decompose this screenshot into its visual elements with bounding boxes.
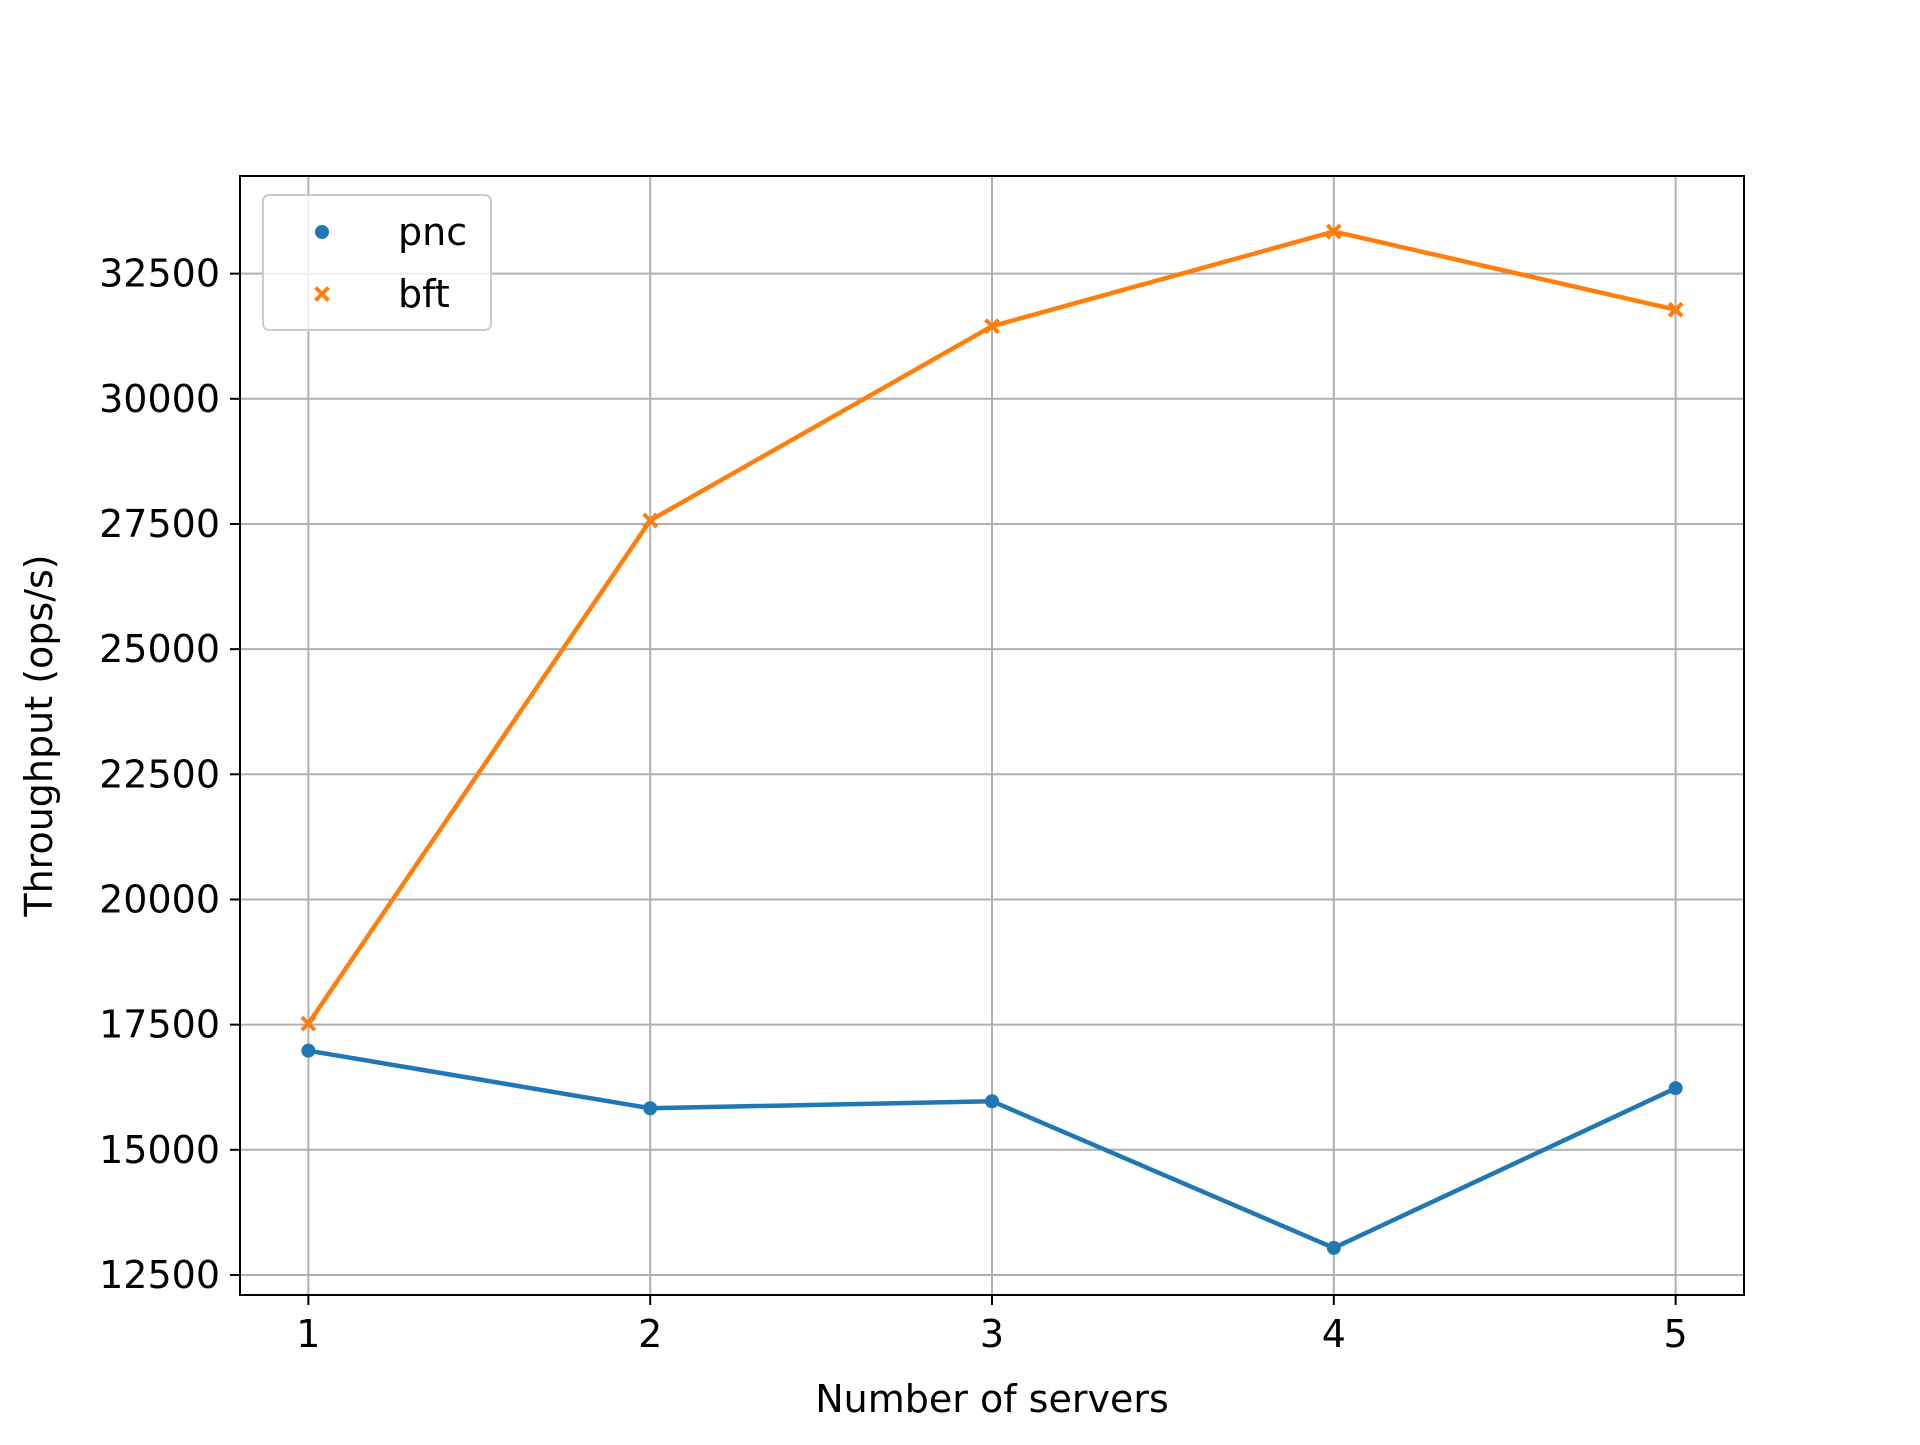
bft-data-point xyxy=(300,1015,317,1032)
x-marker-stroke xyxy=(1667,301,1684,318)
y-tick-label: 25000 xyxy=(99,627,220,671)
y-axis-label: Throughput (ops/s) xyxy=(17,554,61,917)
pnc-data-point xyxy=(1326,1240,1341,1255)
series-layer xyxy=(300,223,1684,1255)
x-tick-label: 5 xyxy=(1664,1312,1688,1356)
x-marker-stroke xyxy=(300,1015,317,1032)
grid xyxy=(240,176,1744,1295)
y-tick-label: 15000 xyxy=(99,1128,220,1172)
legend-marker-pnc xyxy=(315,225,329,239)
y-tick-label: 20000 xyxy=(99,877,220,921)
x-tick-label: 3 xyxy=(980,1312,1004,1356)
legend-label-pnc: pnc xyxy=(398,210,467,254)
bft-data-point xyxy=(1667,301,1684,318)
x-marker-stroke xyxy=(1325,223,1342,240)
y-tick-label: 17500 xyxy=(99,1003,220,1047)
y-tick-label: 22500 xyxy=(99,752,220,796)
legend: pnc bft xyxy=(262,194,492,331)
bft-data-point xyxy=(642,512,659,529)
bft-data-point xyxy=(1325,223,1342,240)
x-axis-label: Number of servers xyxy=(815,1377,1169,1421)
x-marker-stroke xyxy=(984,318,1000,335)
pnc-data-point xyxy=(985,1094,999,1109)
pnc-data-point xyxy=(1668,1081,1683,1096)
legend-marker-bft xyxy=(314,286,330,302)
pnc-data-point xyxy=(643,1101,658,1116)
legend-label-bft: bft xyxy=(398,272,450,316)
ticks: 1 2 3 4 5 12500 15000 17500 20000 22500 25000 27500… xyxy=(99,252,1688,1356)
bft-data-point xyxy=(984,318,1000,335)
pnc-data-point xyxy=(301,1043,316,1058)
y-tick-label: 30000 xyxy=(99,377,220,421)
x-tick-label: 1 xyxy=(296,1312,320,1356)
x-marker-stroke xyxy=(314,286,330,302)
x-marker-stroke xyxy=(642,512,659,529)
y-tick-label: 32500 xyxy=(99,252,220,296)
y-tick-label: 27500 xyxy=(99,502,220,546)
x-tick-label: 4 xyxy=(1322,1312,1346,1356)
legend-items: pnc bft xyxy=(314,210,467,316)
y-tick-label: 12500 xyxy=(99,1253,220,1297)
x-tick-label: 2 xyxy=(638,1312,662,1356)
